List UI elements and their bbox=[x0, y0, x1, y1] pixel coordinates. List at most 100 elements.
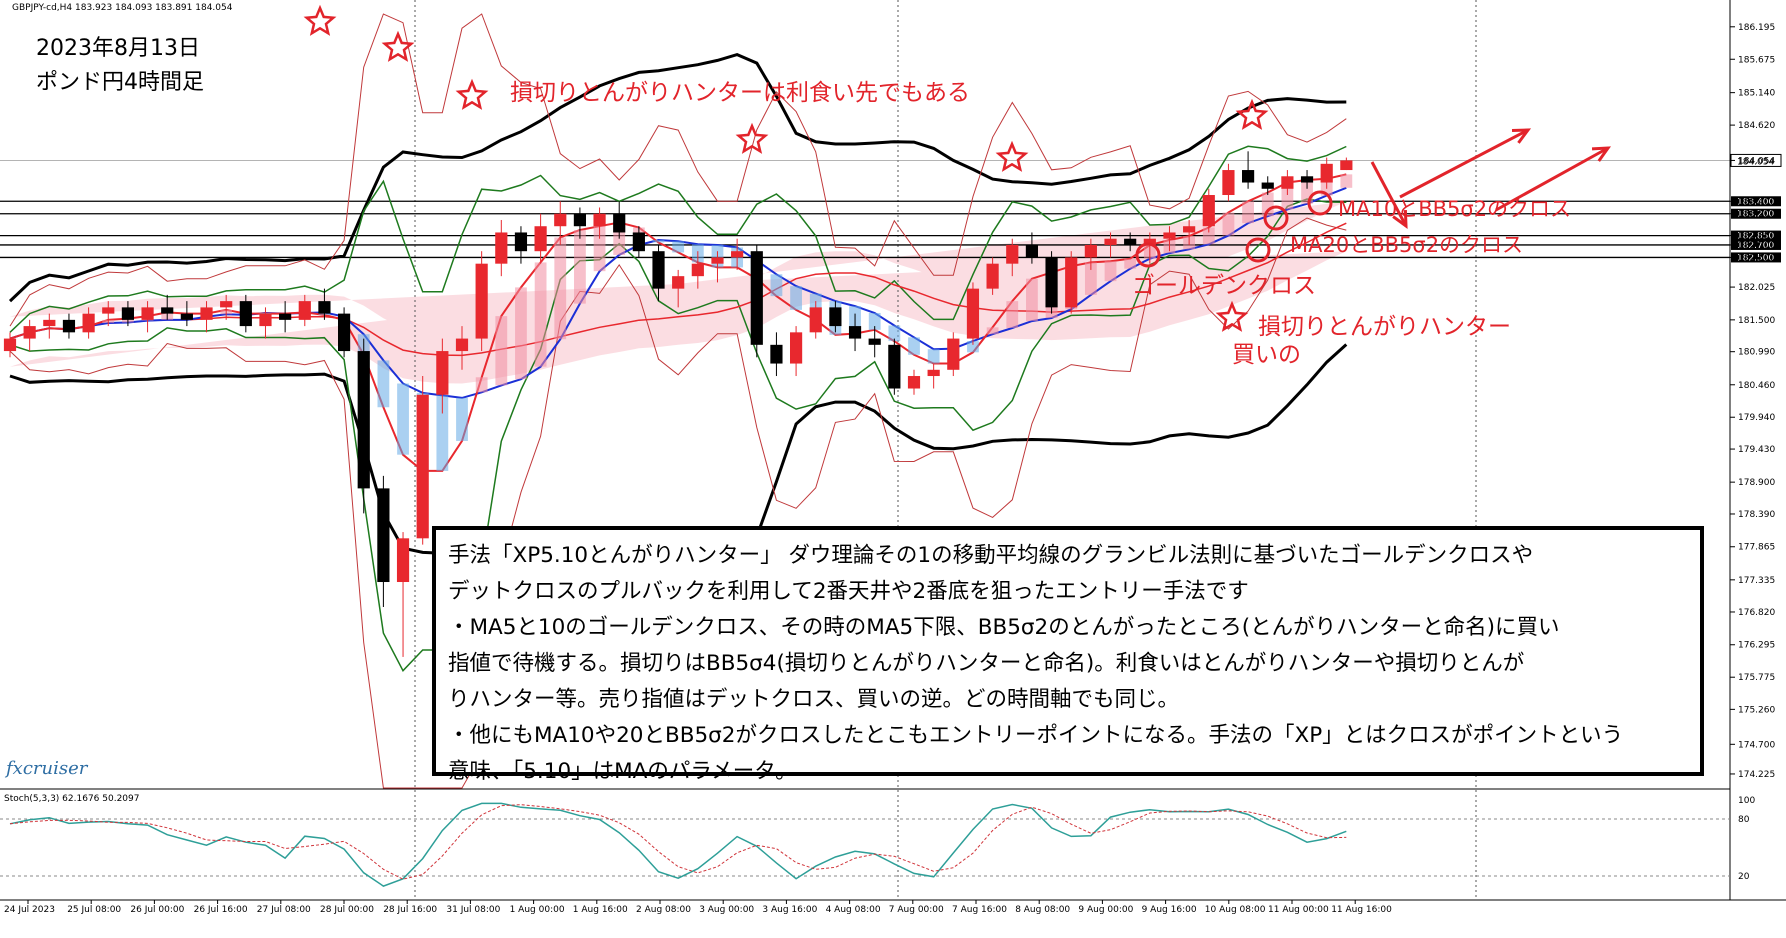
level-tag bbox=[1731, 230, 1781, 241]
candle-body bbox=[82, 313, 95, 333]
level-tag-label: 182.700 bbox=[1737, 241, 1774, 251]
star-marker bbox=[1215, 300, 1249, 332]
arrow-down bbox=[1370, 161, 1408, 227]
histogram-bar bbox=[790, 286, 802, 310]
candle-body bbox=[514, 232, 528, 252]
y-tick-label: 181.500 bbox=[1738, 316, 1775, 326]
star-marker bbox=[381, 30, 415, 62]
title-date: 2023年8月13日 bbox=[36, 36, 200, 61]
candle-body bbox=[809, 307, 822, 333]
y-tick-label: 183.200 bbox=[1738, 210, 1775, 220]
x-tick-label: 24 Jul 2023 bbox=[4, 905, 55, 915]
y-tick-label: 178.900 bbox=[1738, 478, 1775, 488]
candle-body bbox=[593, 213, 606, 227]
x-tick-label: 1 Aug 00:00 bbox=[510, 905, 565, 915]
candle-body bbox=[731, 251, 744, 258]
star-marker bbox=[995, 140, 1029, 172]
candle-body bbox=[220, 301, 233, 308]
time-axis: 24 Jul 2023 25 Jul 08:00 26 Jul 00:00 26 Ju… bbox=[4, 900, 1392, 915]
y-tick-label: 186.195 bbox=[1738, 23, 1775, 33]
candle-body bbox=[534, 226, 547, 252]
ma10-line bbox=[9, 186, 1347, 399]
candle-body bbox=[1143, 238, 1156, 245]
y-tick-label: 175.260 bbox=[1738, 705, 1775, 715]
candle-body bbox=[1163, 232, 1176, 239]
y-tick-label: 182.025 bbox=[1738, 283, 1775, 293]
candle-body bbox=[416, 394, 429, 539]
cross-circle bbox=[1263, 205, 1289, 231]
title-block: 2023年8月13日 ポンド円4時間足 bbox=[36, 32, 204, 100]
x-tick-label: 9 Aug 00:00 bbox=[1078, 905, 1133, 915]
x-tick-label: 25 Jul 08:00 bbox=[67, 905, 121, 915]
stoch-signal-line bbox=[9, 804, 1347, 880]
histogram-bar bbox=[770, 274, 783, 297]
star-marker bbox=[1235, 98, 1269, 130]
arrow-head bbox=[1392, 209, 1408, 230]
candle-body bbox=[632, 232, 645, 252]
candle-body bbox=[1025, 244, 1039, 258]
y-tick-label: 175.775 bbox=[1738, 673, 1775, 683]
note-line: ・MA5と10のゴールデンクロス、その時のMA5下限、BB5σ2のとんがったとこ… bbox=[448, 615, 1560, 640]
histogram-bar bbox=[1202, 227, 1215, 245]
candle-body bbox=[495, 232, 508, 264]
candle-body bbox=[337, 313, 351, 352]
histogram-bar bbox=[574, 229, 586, 304]
star-marker bbox=[303, 4, 337, 36]
star-marker bbox=[735, 122, 769, 154]
histogram-bar bbox=[908, 337, 920, 355]
author-signature: fxcruiser bbox=[6, 758, 88, 779]
stoch-level-label: 80 bbox=[1738, 815, 1750, 825]
x-tick-label: 31 Jul 08:00 bbox=[446, 905, 500, 915]
histogram-bar bbox=[534, 262, 547, 367]
current-price-label: 184.054 bbox=[1737, 157, 1774, 167]
x-tick-label: 27 Jul 08:00 bbox=[257, 905, 311, 915]
level-tag-label: 183.400 bbox=[1737, 197, 1774, 207]
note-line: 意味、「5.10」はMAのパラメータ。 bbox=[448, 759, 797, 784]
level-tag-label: 182.850 bbox=[1737, 232, 1774, 242]
candle-body bbox=[1045, 257, 1058, 308]
level-tag-label: 182.500 bbox=[1737, 253, 1774, 263]
x-tick-label: 3 Aug 00:00 bbox=[699, 905, 754, 915]
candle-body bbox=[298, 301, 311, 320]
candle-body bbox=[1320, 163, 1333, 183]
y-tick-label: 184.054 bbox=[1738, 156, 1775, 166]
histogram-bar bbox=[1301, 180, 1313, 204]
x-tick-label: 1 Aug 16:00 bbox=[573, 905, 628, 915]
x-tick-label: 9 Aug 16:00 bbox=[1142, 905, 1197, 915]
y-tick-label: 177.865 bbox=[1738, 543, 1775, 553]
candle-body bbox=[475, 263, 488, 339]
candle-body bbox=[652, 251, 665, 289]
candle-body bbox=[455, 338, 469, 352]
candle-body bbox=[1241, 170, 1255, 183]
ma20-line bbox=[9, 222, 1347, 357]
histogram-bar bbox=[397, 383, 409, 455]
candle-body bbox=[180, 313, 193, 320]
histogram-bar bbox=[515, 287, 527, 380]
histogram-bar bbox=[456, 397, 468, 441]
histogram-bar bbox=[672, 241, 685, 253]
bb5-sigma4-lower bbox=[9, 217, 1347, 789]
candle-body bbox=[1202, 195, 1215, 227]
histogram-bar bbox=[1261, 192, 1274, 217]
candle-body bbox=[377, 488, 390, 583]
histogram-bar bbox=[868, 312, 881, 330]
candle-body bbox=[259, 313, 272, 327]
y-tick-label: 183.400 bbox=[1738, 197, 1775, 207]
y-tick-label: 177.335 bbox=[1738, 576, 1775, 586]
level-tag-label: 183.200 bbox=[1737, 210, 1774, 220]
candle-body bbox=[927, 369, 940, 377]
histogram-bar bbox=[1104, 261, 1117, 282]
note-line: 指値で待機する。損切りはBB5σ4(損切りとんがりハンターと命名)。利食いはとん… bbox=[448, 651, 1525, 676]
stoch-level-label: 20 bbox=[1738, 872, 1750, 882]
title-subtitle: ポンド円4時間足 bbox=[36, 70, 204, 95]
candle-body bbox=[986, 263, 999, 289]
histogram-bar bbox=[1281, 182, 1294, 210]
bollinger-bands bbox=[8, 13, 1348, 789]
level-tag bbox=[1731, 208, 1781, 219]
price-axis: 186.195185.675185.140184.620184.054183.4… bbox=[0, 0, 1786, 901]
note-line: デットクロスのプルバックを利用して2番天井や2番底を狙ったエントリー手法です bbox=[448, 579, 1249, 604]
candle-body bbox=[161, 307, 174, 314]
candle-body bbox=[1281, 176, 1294, 189]
y-tick-label: 174.225 bbox=[1738, 770, 1775, 780]
candle-body bbox=[789, 332, 803, 364]
